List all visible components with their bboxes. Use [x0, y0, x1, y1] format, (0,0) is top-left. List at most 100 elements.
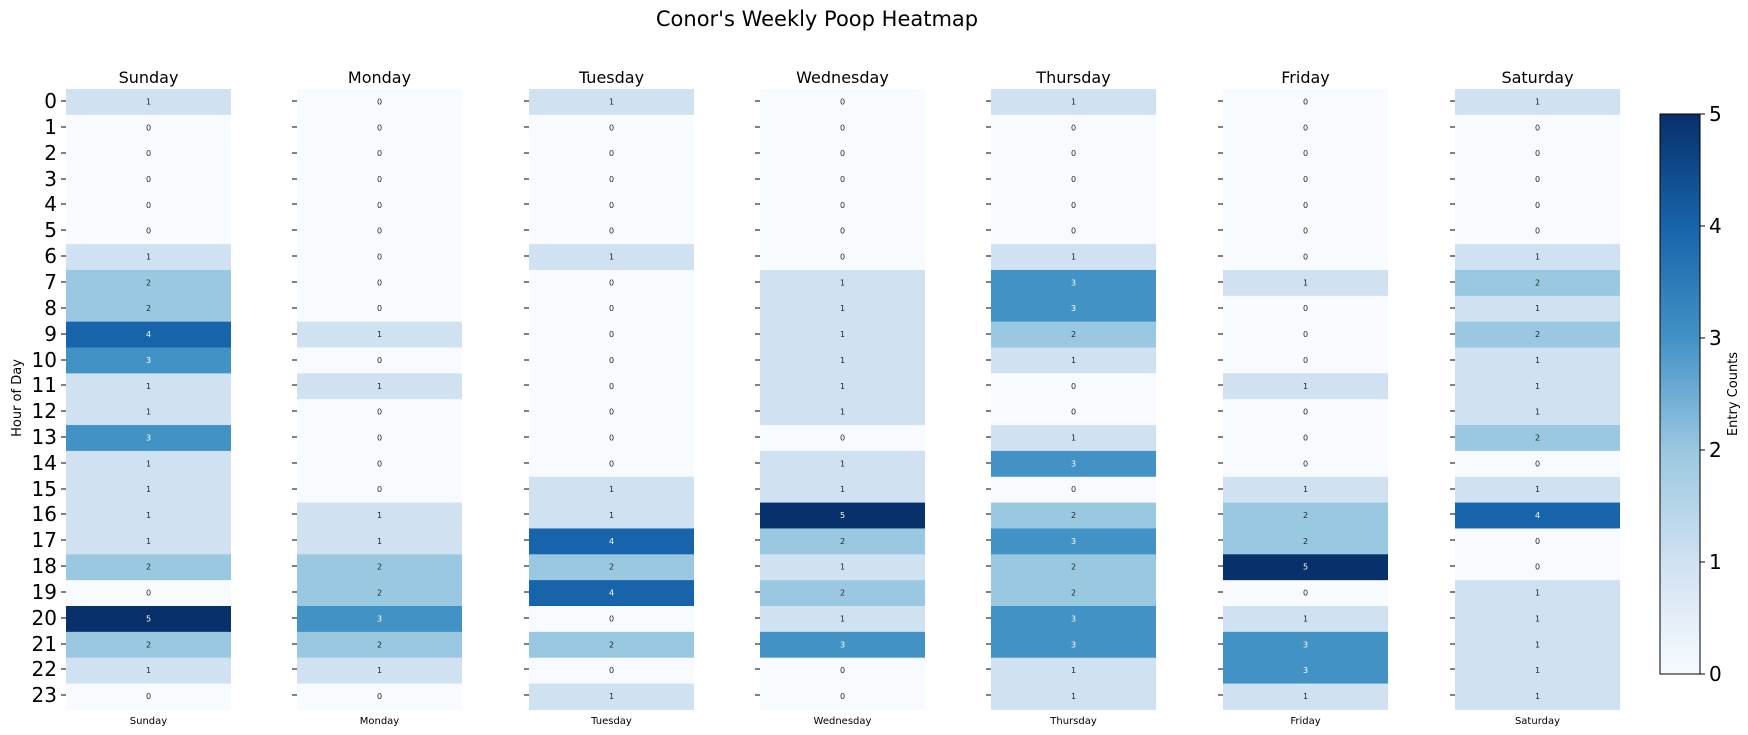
cell-label: 0	[1303, 589, 1308, 598]
heatmap-cell	[760, 89, 925, 116]
cell-label: 2	[1071, 589, 1076, 598]
cell-label: 1	[1535, 382, 1540, 391]
heatmap-cell	[529, 140, 694, 168]
heatmap-cell	[1455, 580, 1620, 607]
cell-label: 1	[840, 382, 845, 391]
heatmap-cell	[991, 244, 1156, 271]
cell-label: 0	[377, 175, 382, 184]
cell-label: 0	[609, 304, 614, 313]
cell-label: 0	[609, 433, 614, 442]
heatmap-cell	[1455, 606, 1620, 633]
y-tick-label: 14	[32, 451, 57, 475]
heatmap-cell	[297, 502, 462, 530]
y-tick-label: 9	[44, 322, 57, 346]
cell-label: 3	[377, 614, 382, 623]
cell-label: 0	[609, 382, 614, 391]
heatmap-cell	[1455, 450, 1620, 478]
heatmap-cell	[1223, 606, 1388, 633]
heatmap-cell	[66, 192, 231, 219]
heatmap-cell	[297, 425, 462, 452]
cell-label: 4	[609, 537, 614, 546]
heatmap-cell	[991, 192, 1156, 219]
cell-label: 0	[1535, 563, 1540, 572]
heatmap-cell	[991, 528, 1156, 555]
heatmap-cell	[66, 166, 231, 193]
cell-label: 1	[146, 97, 151, 106]
cell-label: 1	[840, 330, 845, 339]
heatmap-cell	[66, 476, 231, 504]
panel-title: Tuesday	[578, 68, 644, 87]
cell-label: 0	[1535, 175, 1540, 184]
heatmap-cell	[760, 140, 925, 168]
heatmap-cell	[1455, 631, 1620, 659]
heatmap-cell	[66, 450, 231, 478]
cell-label: 3	[1071, 459, 1076, 468]
cell-label: 1	[1535, 408, 1540, 417]
cell-label: 2	[1535, 433, 1540, 442]
heatmap-cell	[760, 114, 925, 142]
colorbar: 0 1 2 3 4 5 Entry Counts	[1659, 102, 1741, 686]
heatmap-cell	[529, 347, 694, 374]
cell-label: 1	[609, 485, 614, 494]
cell-label: 0	[1071, 201, 1076, 210]
panel-sunday: Sunday100000122431131111205210Sunday0123…	[32, 68, 231, 727]
cell-label: 4	[1535, 511, 1540, 520]
heatmap-cell	[760, 580, 925, 607]
heatmap-cell	[1223, 347, 1388, 374]
cell-label: 0	[840, 692, 845, 701]
heatmap-cell	[991, 425, 1156, 452]
cell-label: 0	[1303, 253, 1308, 262]
cell-label: 1	[1535, 485, 1540, 494]
heatmap-cell	[1455, 218, 1620, 245]
cell-label: 0	[840, 97, 845, 106]
cell-label: 0	[1535, 459, 1540, 468]
heatmap-cell	[1223, 554, 1388, 581]
heatmap-cell	[1455, 295, 1620, 323]
cell-label: 1	[1535, 97, 1540, 106]
heatmap-cell	[529, 373, 694, 400]
cell-label: 1	[146, 253, 151, 262]
cell-label: 0	[377, 253, 382, 262]
cell-label: 1	[840, 356, 845, 365]
cell-label: 1	[146, 537, 151, 546]
colorbar-gradient	[1659, 113, 1701, 675]
cell-label: 0	[609, 175, 614, 184]
cell-label: 0	[609, 356, 614, 365]
heatmap-cell	[760, 399, 925, 426]
y-tick-label: 6	[44, 244, 57, 268]
heatmap-cell	[760, 502, 925, 530]
heatmap-cell	[66, 140, 231, 168]
panel-thursday: Thursday 1 0 0 0 0 0 1 3 3 2 1 0 0 1 3 0 2 3 2 2 3 3 1 1 Thursday	[986, 68, 1156, 727]
cell-label: 1	[1535, 589, 1540, 598]
cell-label: 1	[840, 614, 845, 623]
heatmap-cell	[66, 425, 231, 452]
cell-label: 2	[609, 640, 614, 649]
panel-friday: Friday 0 0 0 0 0 0 0 1 0 0 0 1 0 0 0 1 2 2 5 0 1 3 3 1 Friday	[1218, 68, 1388, 727]
heatmap-cell	[297, 373, 462, 400]
colorbar-tick-label: 1	[1709, 550, 1722, 574]
cell-label: 0	[1535, 201, 1540, 210]
heatmap-cell	[760, 631, 925, 659]
cell-label: 0	[1303, 408, 1308, 417]
cell-label: 5	[146, 614, 151, 623]
cell-label: 0	[609, 408, 614, 417]
heatmap-cell	[760, 244, 925, 271]
heatmap-cell	[991, 554, 1156, 581]
heatmap-cell	[66, 528, 231, 555]
heatmap-cell	[760, 295, 925, 323]
heatmap-cell	[297, 580, 462, 607]
cell-label: 1	[1071, 666, 1076, 675]
cell-label: 0	[146, 175, 151, 184]
heatmap-cell	[529, 528, 694, 555]
y-tick-label: 20	[32, 606, 57, 630]
heatmap-cell	[1223, 425, 1388, 452]
cell-label: 3	[1071, 304, 1076, 313]
heatmap-cell	[297, 399, 462, 426]
y-tick-label: 19	[32, 580, 57, 604]
heatmap-cell	[529, 399, 694, 426]
heatmap-cell	[297, 89, 462, 116]
heatmap-cell	[529, 166, 694, 193]
cell-label: 0	[377, 278, 382, 287]
heatmap-cell	[991, 399, 1156, 426]
